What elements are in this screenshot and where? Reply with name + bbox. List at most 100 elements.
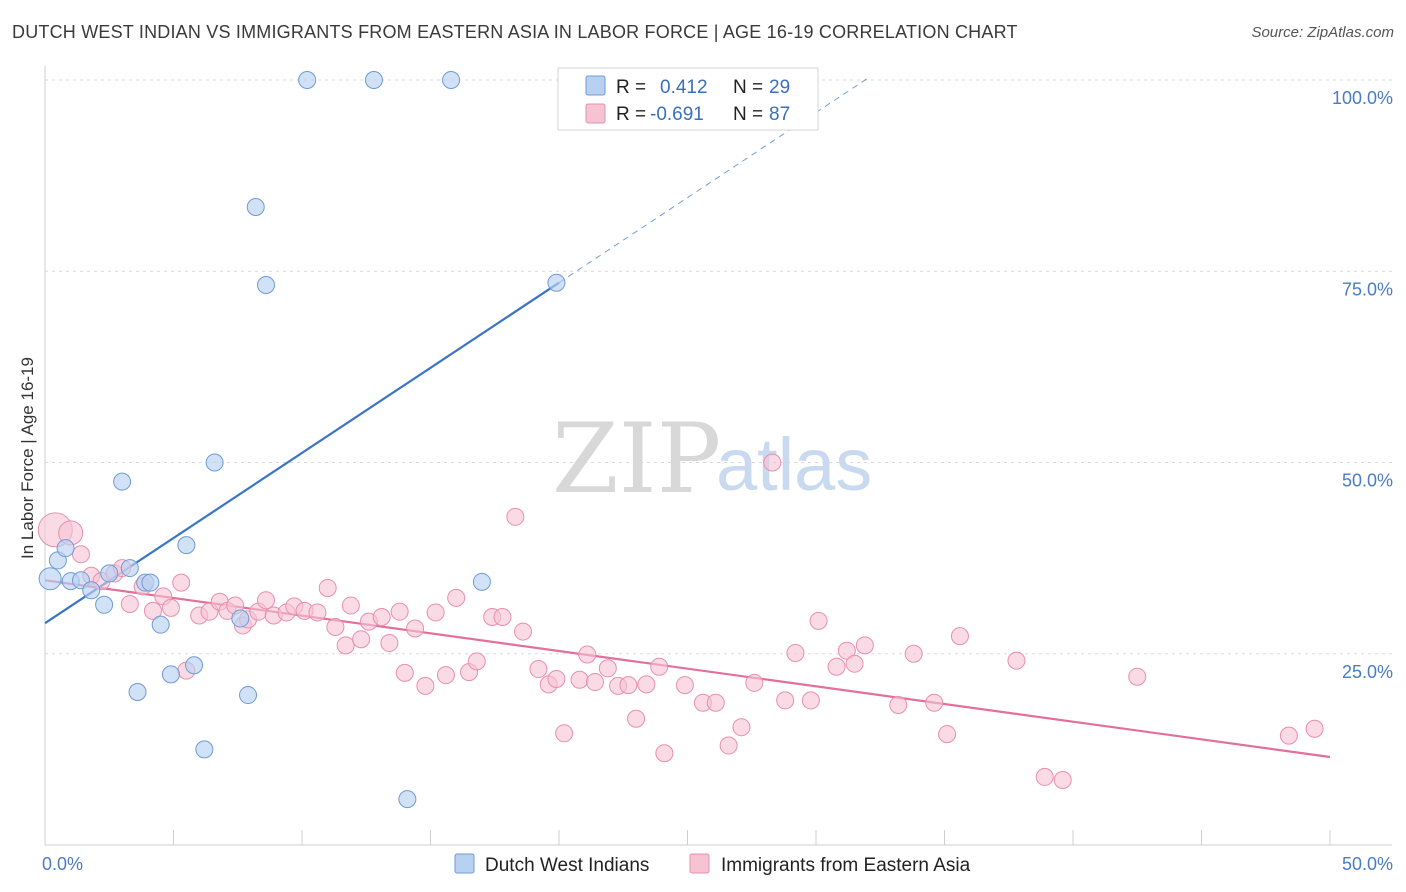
point-pink-32	[352, 630, 371, 649]
y-tick-label-25: 25.0%	[1342, 662, 1393, 682]
point-pink-46	[493, 608, 512, 627]
x-tick-label-min: 0.0%	[42, 854, 83, 874]
point-pink-41	[436, 666, 455, 685]
point-blue-23	[298, 71, 317, 89]
point-blue-26	[442, 71, 461, 89]
point-blue-7	[100, 564, 119, 583]
point-pink-77	[855, 636, 874, 655]
point-pink-87	[1279, 726, 1298, 745]
point-blue-17	[195, 740, 214, 759]
point-pink-81	[938, 725, 957, 744]
y-tick-label-50: 50.0%	[1342, 471, 1393, 491]
point-pink-44	[467, 652, 486, 671]
legend-n-label-2: N =	[733, 104, 763, 125]
point-pink-37	[395, 663, 414, 682]
point-pink-59	[627, 709, 646, 728]
point-pink-78	[889, 696, 908, 715]
point-blue-20	[239, 686, 258, 705]
point-pink-73	[809, 611, 828, 630]
point-blue-21	[246, 197, 265, 216]
point-pink-65	[706, 693, 725, 712]
point-blue-25	[398, 790, 417, 809]
point-pink-71	[786, 643, 805, 662]
point-pink-66	[719, 736, 738, 755]
point-blue-28	[547, 273, 566, 292]
point-pink-58	[619, 676, 638, 695]
point-pink-68	[745, 673, 764, 692]
point-blue-6	[95, 595, 114, 614]
point-pink-29	[326, 617, 345, 636]
point-blue-0	[38, 567, 62, 591]
point-blue-22	[257, 276, 276, 295]
series-dutch-west-indians	[38, 71, 566, 809]
point-blue-9	[120, 559, 139, 578]
point-pink-55	[585, 673, 604, 692]
point-pink-42	[447, 588, 466, 607]
legend-n-label-1: N =	[733, 77, 763, 98]
bottom-legend-label-blue: Dutch West Indians	[485, 855, 649, 876]
point-blue-16	[185, 656, 204, 675]
point-pink-47	[506, 507, 525, 526]
source-label: Source: ZipAtlas.com	[1251, 24, 1394, 41]
point-pink-85	[1053, 770, 1072, 789]
point-blue-12	[141, 573, 160, 592]
point-pink-61	[650, 657, 669, 676]
point-pink-2	[71, 545, 90, 564]
point-pink-72	[801, 691, 820, 710]
point-pink-22	[257, 591, 276, 610]
point-blue-18	[205, 453, 224, 472]
point-pink-74	[827, 657, 846, 676]
legend-r-value-1: 0.412	[660, 77, 708, 98]
gridlines	[45, 79, 1392, 655]
y-tick-label-100: 100.0%	[1332, 88, 1393, 108]
point-blue-5	[82, 581, 101, 600]
point-pink-39	[416, 676, 435, 695]
point-pink-38	[406, 619, 425, 638]
point-pink-53	[570, 670, 589, 689]
point-blue-8	[113, 472, 132, 491]
point-pink-36	[390, 602, 409, 621]
watermark-atlas: atlas	[716, 423, 872, 506]
point-pink-34	[372, 608, 391, 627]
series-immigrants-eastern-asia	[37, 453, 1324, 789]
bottom-legend-label-pink: Immigrants from Eastern Asia	[721, 855, 971, 876]
x-tick-labels: 0.0% 50.0%	[42, 854, 1393, 874]
point-pink-70	[776, 691, 795, 710]
y-tick-labels: 25.0% 50.0% 75.0% 100.0%	[1332, 88, 1393, 682]
point-pink-67	[732, 718, 751, 737]
point-pink-31	[341, 596, 360, 615]
point-pink-12	[172, 573, 191, 592]
point-pink-88	[1305, 719, 1324, 738]
legend-n-value-2: 87	[769, 104, 790, 125]
point-pink-30	[336, 636, 355, 655]
point-pink-51	[547, 669, 566, 688]
point-pink-69	[763, 453, 782, 472]
watermark-zip: ZIP	[552, 403, 721, 515]
point-pink-60	[637, 675, 656, 694]
point-blue-13	[151, 615, 170, 634]
point-blue-19	[231, 609, 250, 628]
point-pink-7	[120, 595, 139, 614]
legend-r-label-2: R =	[616, 104, 646, 125]
point-pink-49	[529, 660, 548, 679]
point-pink-62	[655, 744, 674, 763]
point-pink-63	[675, 676, 694, 695]
point-pink-28	[318, 578, 337, 597]
point-pink-54	[578, 645, 597, 664]
point-blue-2	[56, 539, 75, 558]
point-blue-10	[128, 683, 147, 701]
point-pink-56	[598, 659, 617, 678]
legend-r-value-2: -0.691	[650, 104, 704, 125]
bottom-legend-swatch-pink	[689, 853, 710, 874]
legend-swatch-blue	[585, 75, 606, 96]
legend-swatch-pink	[585, 103, 606, 124]
point-pink-80	[925, 693, 944, 712]
point-blue-15	[177, 536, 196, 555]
point-pink-9	[143, 601, 162, 620]
point-pink-86	[1128, 667, 1147, 686]
point-pink-27	[308, 603, 327, 622]
point-pink-82	[950, 627, 969, 646]
point-blue-14	[161, 665, 180, 684]
point-pink-52	[555, 724, 574, 743]
